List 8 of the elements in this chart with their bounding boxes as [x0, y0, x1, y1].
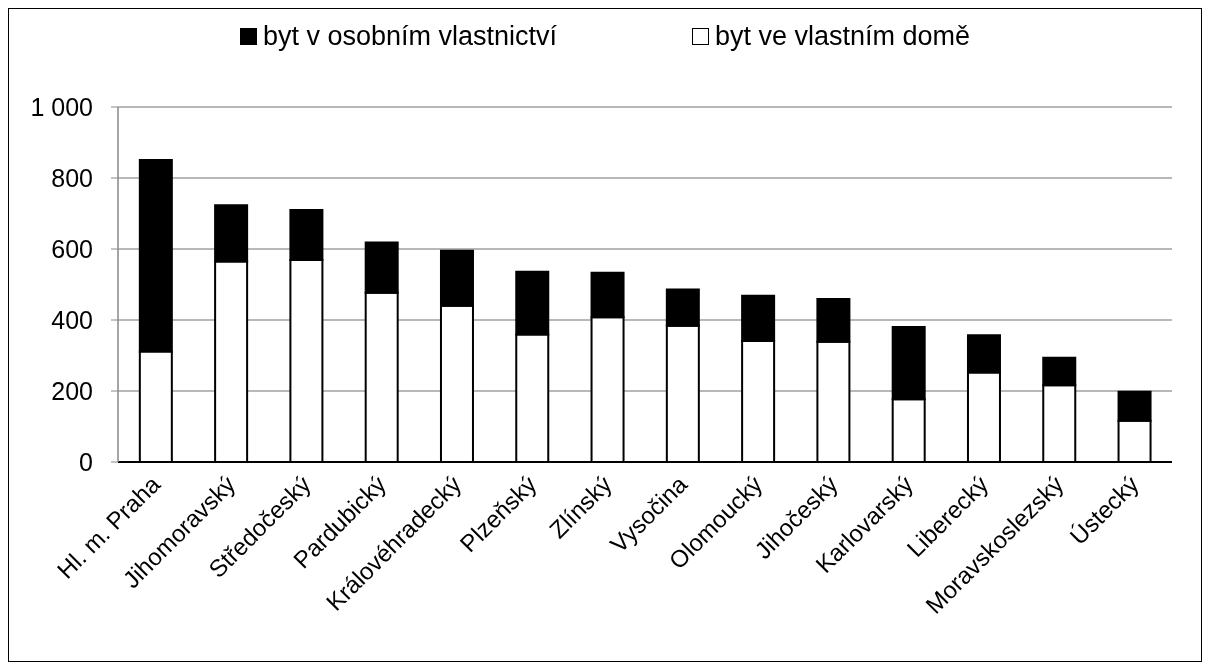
y-tick-label: 400: [51, 305, 93, 334]
legend-label: byt v osobním vlastnictví: [262, 21, 557, 52]
legend-label: byt ve vlastním domě: [715, 21, 971, 52]
y-tick-label: 200: [51, 376, 93, 405]
y-tick-label: 1 000: [30, 92, 93, 121]
y-tick-label: 0: [79, 447, 93, 476]
y-tick-label: 600: [51, 234, 93, 263]
y-tick-label: 800: [51, 163, 93, 192]
